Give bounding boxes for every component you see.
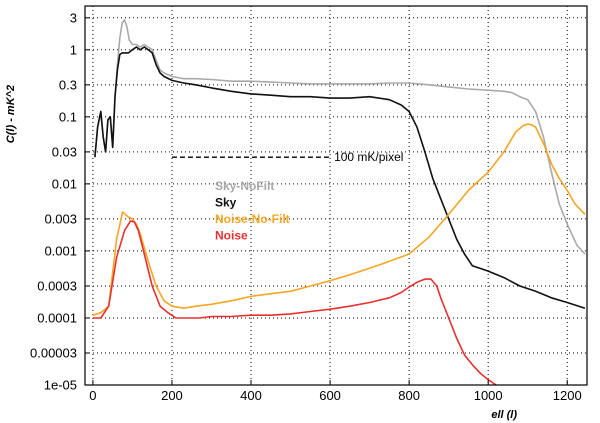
y-axis: 3 1 0.3 0.1 0.03 0.01 0.003 0.001 0.0003 0.0001 0.… — [30, 10, 90, 393]
grid — [85, 6, 587, 385]
y-tick-label: 0.1 — [59, 109, 77, 124]
plot-lines — [92, 18, 586, 386]
x-tick-label: 400 — [240, 388, 262, 403]
legend-entry-noise-no-filt: Noise-No-Filt — [215, 212, 290, 226]
y-axis-label: C(l) - mK^2 — [5, 85, 17, 143]
y-tick-label: 1e-05 — [44, 378, 77, 393]
plot-frame — [84, 5, 588, 386]
y-tick-label: 0.03 — [52, 144, 77, 159]
y-tick-label: 0.0003 — [37, 278, 77, 293]
series-line-sky-nofilt — [94, 18, 586, 255]
x-axis: 0 200 400 600 800 1000 1200 — [89, 380, 582, 403]
series-line-noise — [92, 220, 497, 386]
x-tick-label: 1000 — [474, 388, 503, 403]
x-tick-label: 600 — [319, 388, 341, 403]
legend-entry-sky-nofilt: Sky-NoFilt — [215, 179, 274, 193]
x-tick-label: 800 — [398, 388, 420, 403]
legend: Sky-NoFilt Sky Noise-No-Filt Noise — [215, 179, 290, 243]
x-tick-label: 0 — [89, 388, 96, 403]
series-line-sky — [94, 46, 586, 309]
y-tick-label: 0.00003 — [30, 346, 77, 361]
y-tick-label: 0.3 — [59, 77, 77, 92]
legend-entry-sky: Sky — [215, 196, 237, 210]
annotation-label: 100 mK/pixel — [334, 150, 403, 164]
annotation: 100 mK/pixel — [171, 150, 403, 164]
x-tick-label: 1200 — [553, 388, 582, 403]
y-tick-label: 0.0001 — [37, 310, 77, 325]
x-tick-label: 200 — [161, 388, 183, 403]
y-tick-label: 0.003 — [44, 211, 77, 226]
legend-entry-noise: Noise — [215, 229, 248, 243]
y-tick-label: 0.01 — [52, 176, 77, 191]
y-tick-label: 3 — [70, 10, 77, 25]
y-tick-label: 1 — [70, 42, 77, 57]
x-axis-label: ell (l) — [491, 409, 517, 421]
y-tick-label: 0.001 — [44, 243, 77, 258]
